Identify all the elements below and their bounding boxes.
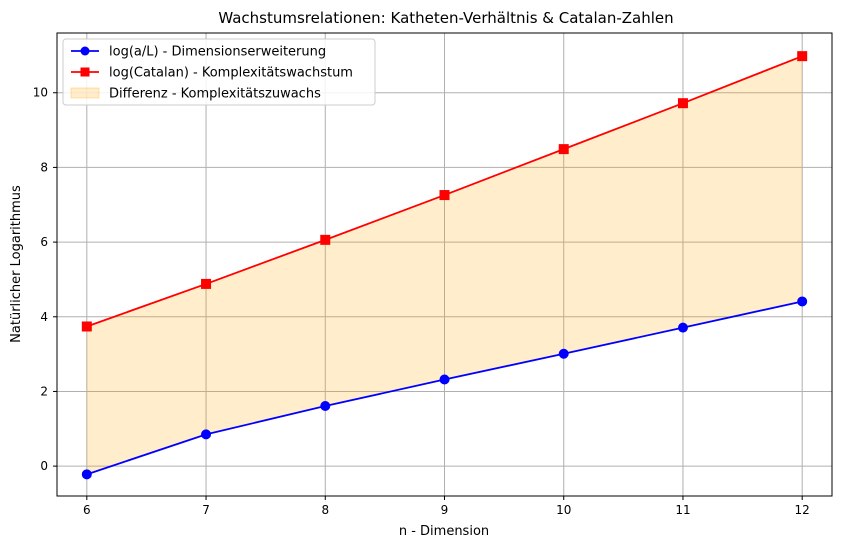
- x-tick-label: 6: [83, 503, 91, 517]
- grid-layer: [57, 33, 832, 496]
- legend-fill-swatch: [70, 87, 100, 99]
- axes-layer: 6 7 8 9 10 11 12 0 2 4 6 8 10: [33, 32, 833, 517]
- series-1-point: [677, 322, 688, 333]
- series-1-point: [320, 401, 331, 412]
- legend-box: [62, 38, 376, 106]
- series-1-point: [439, 374, 450, 385]
- difference-fill-area: [86, 56, 803, 475]
- x-tick-label: 10: [556, 503, 571, 517]
- series-1-point: [81, 469, 92, 480]
- series-1-point: [201, 429, 212, 440]
- y-axis-label: Natürlicher Logarithmus: [9, 185, 24, 343]
- chart-title: Wachstumsrelationen: Katheten-Verhältnis…: [218, 9, 673, 27]
- legend-label-1: log(a/L) - Dimensionserweiterung: [109, 45, 326, 60]
- y-tick-label: 10: [33, 86, 48, 100]
- x-tick-label: 9: [441, 503, 449, 517]
- series-1-point: [797, 296, 808, 307]
- y-tick-label: 0: [40, 459, 48, 473]
- y-tick-label: 6: [40, 235, 48, 249]
- series-2-point: [201, 278, 212, 289]
- x-tick-label: 11: [675, 503, 690, 517]
- series-2-point: [558, 144, 569, 155]
- x-axis-label: n - Dimension: [399, 524, 489, 539]
- legend: log(a/L) - Dimensionserweiterung log(Cata…: [62, 38, 376, 106]
- legend-label-2: log(Catalan) - Komplexitätswachstum: [109, 66, 353, 81]
- x-tick-label: 8: [321, 503, 329, 517]
- series-1-point: [558, 348, 569, 359]
- series-layer: [81, 51, 808, 480]
- legend-marker-2: [80, 67, 90, 77]
- series-2-point: [81, 321, 92, 332]
- y-tick-label: 4: [40, 310, 48, 324]
- legend-marker-1: [80, 46, 90, 56]
- legend-label-fill: Differenz - Komplexitätszuwachs: [109, 87, 321, 102]
- series-2-point: [439, 190, 450, 201]
- x-tick-label: 7: [202, 503, 210, 517]
- fill-layer: [86, 56, 803, 475]
- series-2-point: [320, 234, 331, 245]
- series-2-point: [797, 51, 808, 62]
- y-tick-label: 8: [40, 160, 48, 174]
- y-tick-label: 2: [40, 384, 48, 398]
- series-2-point: [677, 98, 688, 109]
- x-tick-label: 12: [795, 503, 810, 517]
